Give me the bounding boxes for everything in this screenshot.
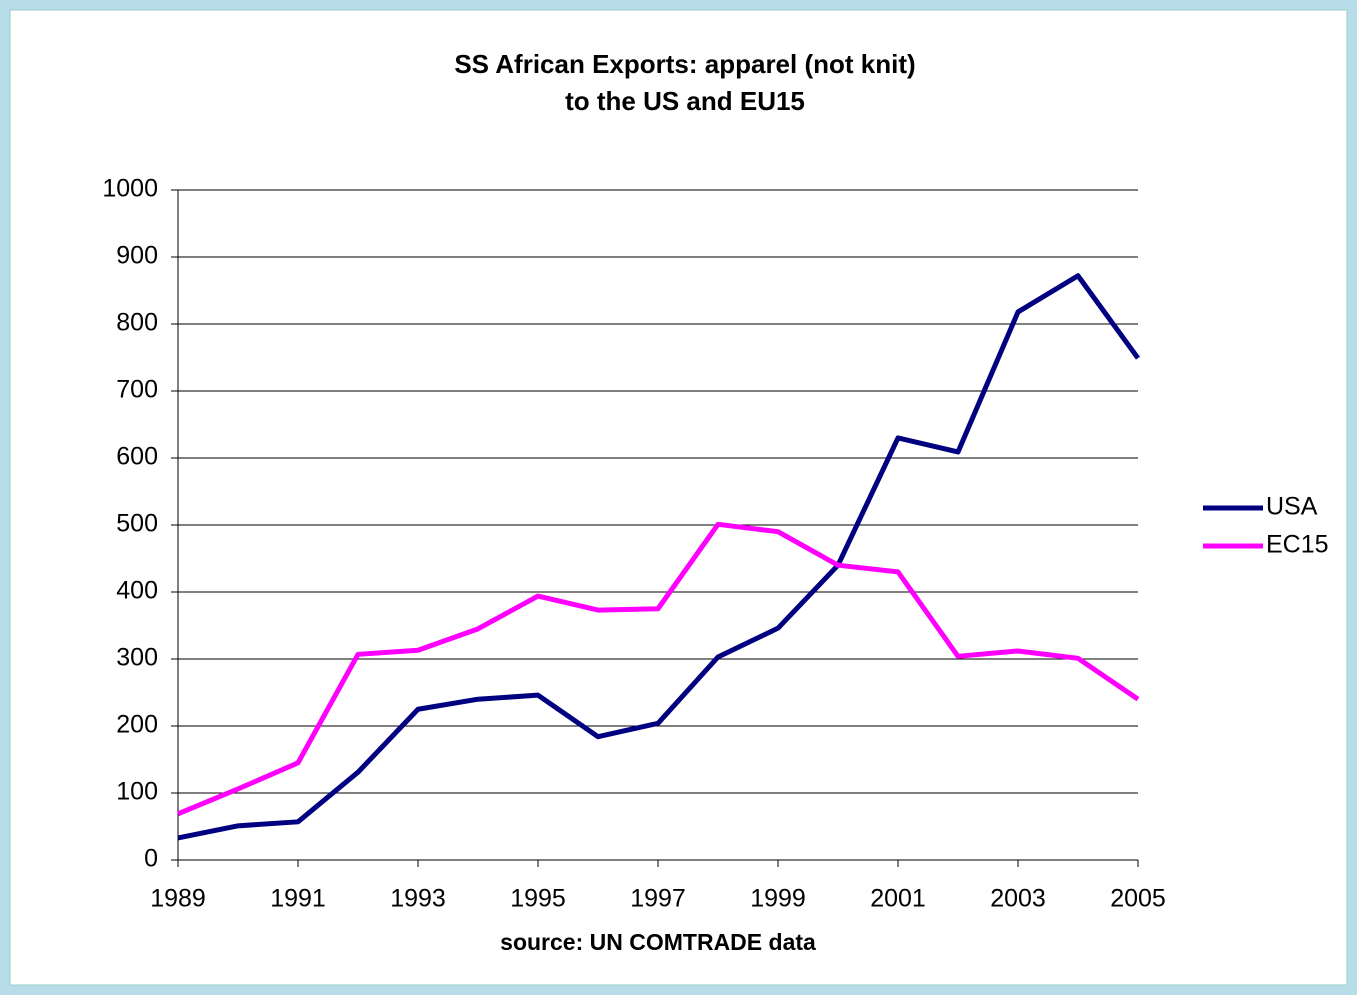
- panel: [9, 9, 1348, 986]
- x-tick-label: 1993: [390, 885, 446, 913]
- y-tick-label: 100: [116, 778, 158, 806]
- legend-label: EC15: [1266, 531, 1329, 559]
- chart-title: SS African Exports: apparel (not knit): [454, 49, 915, 79]
- y-tick-label: 900: [116, 242, 158, 270]
- y-tick-label: 700: [116, 376, 158, 404]
- x-tick-label: 1989: [150, 885, 206, 913]
- y-tick-label: 200: [116, 711, 158, 739]
- chart-title: to the US and EU15: [565, 86, 805, 116]
- y-tick-label: 1000: [102, 175, 158, 203]
- x-tick-label: 1997: [630, 885, 686, 913]
- legend-label: USA: [1266, 493, 1318, 521]
- line-series: [177, 273, 1141, 841]
- x-tick-label: 1995: [510, 885, 566, 913]
- y-tick-label: 300: [116, 644, 158, 672]
- x-tick-label: 2005: [1110, 885, 1166, 913]
- y-tick-label: 0: [144, 845, 158, 873]
- x-tick-label: 1999: [750, 885, 806, 913]
- y-tick-label: 600: [116, 443, 158, 471]
- x-tick-label: 2003: [990, 885, 1046, 913]
- line-series: [177, 521, 1140, 817]
- x-tick-label: 2001: [870, 885, 926, 913]
- x-tick-label: 1991: [270, 885, 326, 913]
- x-axis-label: source: UN COMTRADE data: [500, 929, 816, 955]
- y-tick-label: 800: [116, 309, 158, 337]
- y-tick-label: 500: [116, 510, 158, 538]
- y-tick-label: 400: [116, 577, 158, 605]
